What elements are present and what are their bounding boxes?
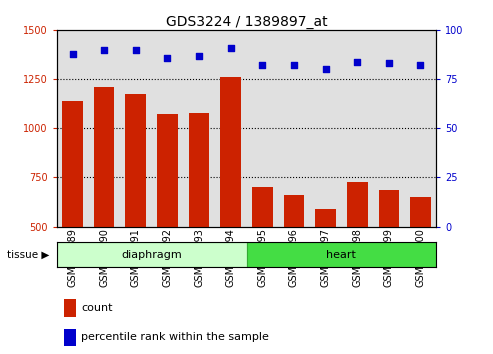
Bar: [405, 30, 436, 227]
Bar: [215, 30, 246, 227]
Bar: [341, 30, 373, 227]
Bar: [62, 101, 83, 227]
Bar: [410, 197, 431, 227]
Text: heart: heart: [326, 250, 356, 259]
Bar: [310, 30, 341, 227]
Point: [227, 45, 235, 51]
Bar: [57, 30, 88, 227]
Point: [321, 67, 329, 72]
Point: [69, 51, 76, 57]
Text: percentile rank within the sample: percentile rank within the sample: [81, 332, 269, 342]
Bar: [220, 77, 241, 227]
Bar: [94, 87, 114, 227]
Point: [385, 61, 393, 66]
Point: [132, 47, 140, 52]
Point: [258, 63, 266, 68]
Bar: [373, 30, 405, 227]
Bar: [252, 187, 273, 227]
Text: count: count: [81, 303, 113, 313]
Point: [353, 59, 361, 64]
Bar: [57, 242, 246, 267]
Point: [100, 47, 108, 52]
Bar: [64, 329, 76, 346]
Bar: [189, 113, 210, 227]
Point: [417, 63, 424, 68]
Bar: [126, 94, 146, 227]
Point: [195, 53, 203, 58]
Bar: [278, 30, 310, 227]
Bar: [64, 299, 76, 317]
Bar: [183, 30, 215, 227]
Bar: [379, 190, 399, 227]
Point: [164, 55, 172, 61]
Title: GDS3224 / 1389897_at: GDS3224 / 1389897_at: [166, 15, 327, 29]
Bar: [246, 30, 278, 227]
Bar: [246, 242, 436, 267]
Bar: [316, 209, 336, 227]
Bar: [88, 30, 120, 227]
Bar: [157, 114, 177, 227]
Bar: [283, 195, 304, 227]
Text: tissue ▶: tissue ▶: [7, 250, 49, 259]
Bar: [152, 30, 183, 227]
Bar: [347, 182, 367, 227]
Bar: [120, 30, 152, 227]
Text: diaphragm: diaphragm: [121, 250, 182, 259]
Point: [290, 63, 298, 68]
